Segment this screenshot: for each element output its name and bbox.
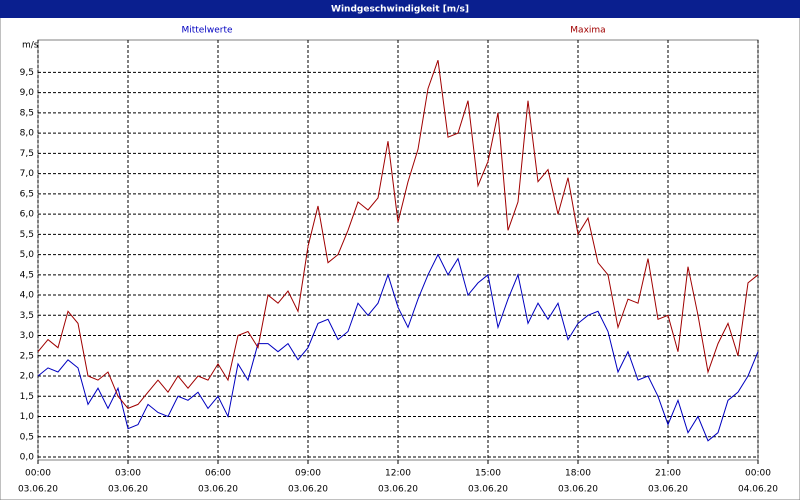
y-axis-label: m/s [22, 41, 39, 51]
x-tick-date: 03.06.20 [558, 485, 598, 495]
title-bar [0, 0, 800, 18]
y-tick-label: 8,5 [20, 108, 34, 118]
y-tick-label: 1,0 [20, 412, 35, 422]
y-tick-label: 3,5 [20, 311, 34, 321]
y-tick-label: 4,5 [20, 270, 34, 280]
x-tick-date: 03.06.20 [288, 485, 328, 495]
y-tick-label: 0,5 [20, 432, 34, 442]
y-tick-label: 6,5 [20, 189, 34, 199]
legend-label: Mittelwerte [181, 26, 232, 36]
y-tick-label: 2,5 [20, 351, 34, 361]
y-tick-label: 2,0 [20, 372, 35, 382]
y-tick-label: 9,0 [20, 88, 35, 98]
x-tick-label: 00:00 [25, 469, 51, 479]
y-tick-label: 1,5 [20, 392, 34, 402]
x-tick-label: 03:00 [115, 469, 141, 479]
x-tick-label: 12:00 [385, 469, 411, 479]
y-tick-label: 6,0 [20, 210, 35, 220]
x-tick-label: 09:00 [295, 469, 321, 479]
y-tick-label: 5,5 [20, 230, 34, 240]
data-line [37, 253, 759, 442]
x-tick-label: 18:00 [565, 469, 591, 479]
x-tick-date: 03.06.20 [648, 485, 688, 495]
y-tick-label: 9,5 [20, 68, 34, 78]
data-line [37, 60, 759, 409]
x-tick-date: 03.06.20 [18, 485, 58, 495]
x-tick-label: 06:00 [205, 469, 231, 479]
y-tick-label: 5,0 [20, 250, 35, 260]
x-tick-date: 03.06.20 [468, 485, 508, 495]
y-tick-label: 7,5 [20, 149, 34, 159]
x-tick-label: 21:00 [655, 469, 681, 479]
chart-title: Windgeschwindigkeit [m/s] [331, 5, 469, 15]
x-tick-label: 15:00 [475, 469, 501, 479]
x-tick-date: 03.06.20 [198, 485, 238, 495]
x-tick-label: 00:00 [745, 469, 771, 479]
y-tick-label: 3,0 [20, 331, 35, 341]
y-tick-label: 0,0 [20, 453, 35, 463]
y-tick-label: 7,0 [20, 169, 35, 179]
x-tick-date: 04.06.20 [738, 485, 778, 495]
legend-label: Maxima [570, 26, 605, 36]
y-tick-label: 8,0 [20, 129, 35, 139]
x-tick-date: 03.06.20 [108, 485, 148, 495]
y-tick-label: 4,0 [20, 291, 35, 301]
x-tick-date: 03.06.20 [378, 485, 418, 495]
